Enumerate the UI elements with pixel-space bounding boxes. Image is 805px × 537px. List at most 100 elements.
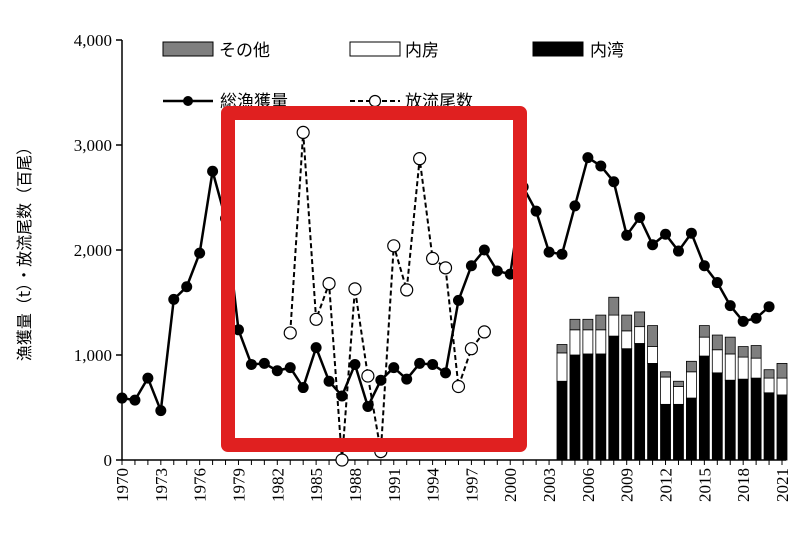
bar-sonota-2017 [724, 336, 736, 355]
bar-naiwan-2017 [724, 379, 736, 461]
point-total-1981 [258, 357, 270, 369]
point-total-2005 [569, 200, 581, 212]
y-tick-label: 1,000 [74, 346, 112, 365]
point-total-2010 [634, 211, 646, 223]
bar-naiwan-2008 [608, 335, 620, 461]
point-total-1985 [310, 342, 322, 354]
point-release-1991 [387, 239, 401, 253]
bar-naiwan-2007 [595, 353, 607, 461]
point-total-2017 [724, 300, 736, 312]
bar-sonota-2019 [750, 345, 762, 359]
point-total-1982 [271, 365, 283, 377]
bar-naibou-2016 [711, 349, 723, 374]
bar-sonota-2021 [776, 362, 788, 379]
x-tick-label: 2021 [773, 468, 792, 502]
bar-naibou-2015 [698, 336, 710, 357]
x-tick-label: 1985 [307, 468, 326, 502]
y-tick-label: 2,000 [74, 241, 112, 260]
bar-naiwan-2012 [660, 403, 671, 461]
point-total-1983 [284, 362, 296, 374]
x-tick-label: 1997 [462, 468, 481, 503]
point-total-1970 [116, 392, 128, 404]
bar-naiwan-2004 [556, 380, 568, 461]
bar-naiwan-2020 [763, 392, 775, 461]
x-tick-label: 1994 [424, 468, 443, 503]
point-total-2016 [711, 277, 723, 289]
point-total-1990 [375, 374, 387, 386]
bar-sonota-2007 [595, 314, 607, 331]
point-total-1996 [452, 294, 464, 306]
x-tick-label: 1991 [385, 468, 404, 502]
bar-sonota-2004 [556, 344, 568, 354]
point-total-1994 [427, 358, 439, 370]
x-tick-label: 2000 [501, 468, 520, 502]
legend-swatch-naiwan [532, 41, 584, 57]
bar-naibou-2012 [660, 376, 671, 405]
x-tick-label: 2015 [695, 468, 714, 502]
point-total-1987 [336, 390, 348, 402]
bar-naibou-2011 [647, 346, 658, 364]
bar-sonota-2018 [737, 346, 749, 358]
bar-naibou-2019 [750, 357, 762, 379]
bar-naibou-2008 [608, 314, 620, 337]
point-total-2019 [750, 312, 762, 324]
bar-sonota-2016 [711, 334, 723, 351]
bar-sonota-2009 [621, 314, 633, 332]
axes: 0 1,000 2,000 3,000 4,000 1970 1973 1976 1979 198… [74, 31, 792, 502]
point-total-1986 [323, 375, 335, 387]
point-release-1994 [425, 251, 440, 265]
bar-sonota-2012 [660, 371, 671, 378]
bar-naibou-2004 [556, 352, 568, 382]
point-release-1995 [438, 261, 453, 275]
legend-swatch-sonota [162, 41, 214, 57]
legend-label-sonota: その他 [219, 41, 270, 61]
point-total-1971 [129, 394, 141, 406]
bar-naibou-2005 [569, 329, 581, 356]
bar-naiwan-2009 [621, 348, 633, 461]
point-release-1988 [348, 282, 362, 296]
legend-label-naibou: 内房 [405, 41, 439, 61]
point-total-2011 [647, 239, 659, 251]
bar-naiwan-2015 [698, 355, 710, 461]
highlight-box [221, 106, 527, 452]
legend-marker-total [183, 96, 193, 106]
legend: その他 内房 内湾 総漁獲量 放流尾数 [162, 41, 624, 112]
point-total-2013 [672, 245, 684, 257]
bar-naiwan-2018 [737, 378, 749, 461]
bar-sonota-2014 [686, 360, 697, 373]
point-total-1997 [465, 260, 477, 272]
point-total-2012 [660, 228, 672, 240]
bar-sonota-2013 [673, 380, 684, 387]
series-line-release [289, 132, 486, 461]
point-release-1993 [413, 152, 427, 166]
point-total-2004 [556, 248, 568, 260]
point-total-1993 [414, 357, 426, 369]
point-release-1997 [464, 342, 479, 356]
legend-label-naiwan: 内湾 [590, 41, 624, 61]
point-total-1999 [491, 265, 503, 277]
point-release-1985 [309, 312, 323, 326]
legend-marker-release [368, 94, 382, 108]
bar-naibou-2013 [673, 386, 684, 405]
point-total-1975 [181, 281, 193, 293]
x-tick-label: 1988 [346, 468, 365, 502]
legend-swatch-naibou [349, 41, 401, 57]
point-total-2006 [582, 152, 594, 164]
bar-naibou-2009 [621, 330, 633, 350]
point-total-2015 [698, 260, 710, 272]
point-release-1983 [283, 326, 297, 340]
point-total-1972 [142, 372, 154, 384]
point-release-1996 [451, 379, 466, 394]
point-total-1976 [194, 247, 206, 259]
point-total-2003 [543, 246, 555, 258]
stacked-bars [556, 296, 788, 461]
point-total-1992 [401, 373, 413, 385]
x-tick-label: 2018 [734, 468, 753, 502]
point-total-1977 [207, 165, 219, 177]
bar-naiwan-2011 [647, 362, 658, 461]
point-release-1989 [361, 369, 375, 383]
bar-sonota-2008 [608, 296, 620, 316]
bar-naibou-2014 [686, 371, 697, 399]
bar-naibou-2006 [582, 329, 594, 355]
